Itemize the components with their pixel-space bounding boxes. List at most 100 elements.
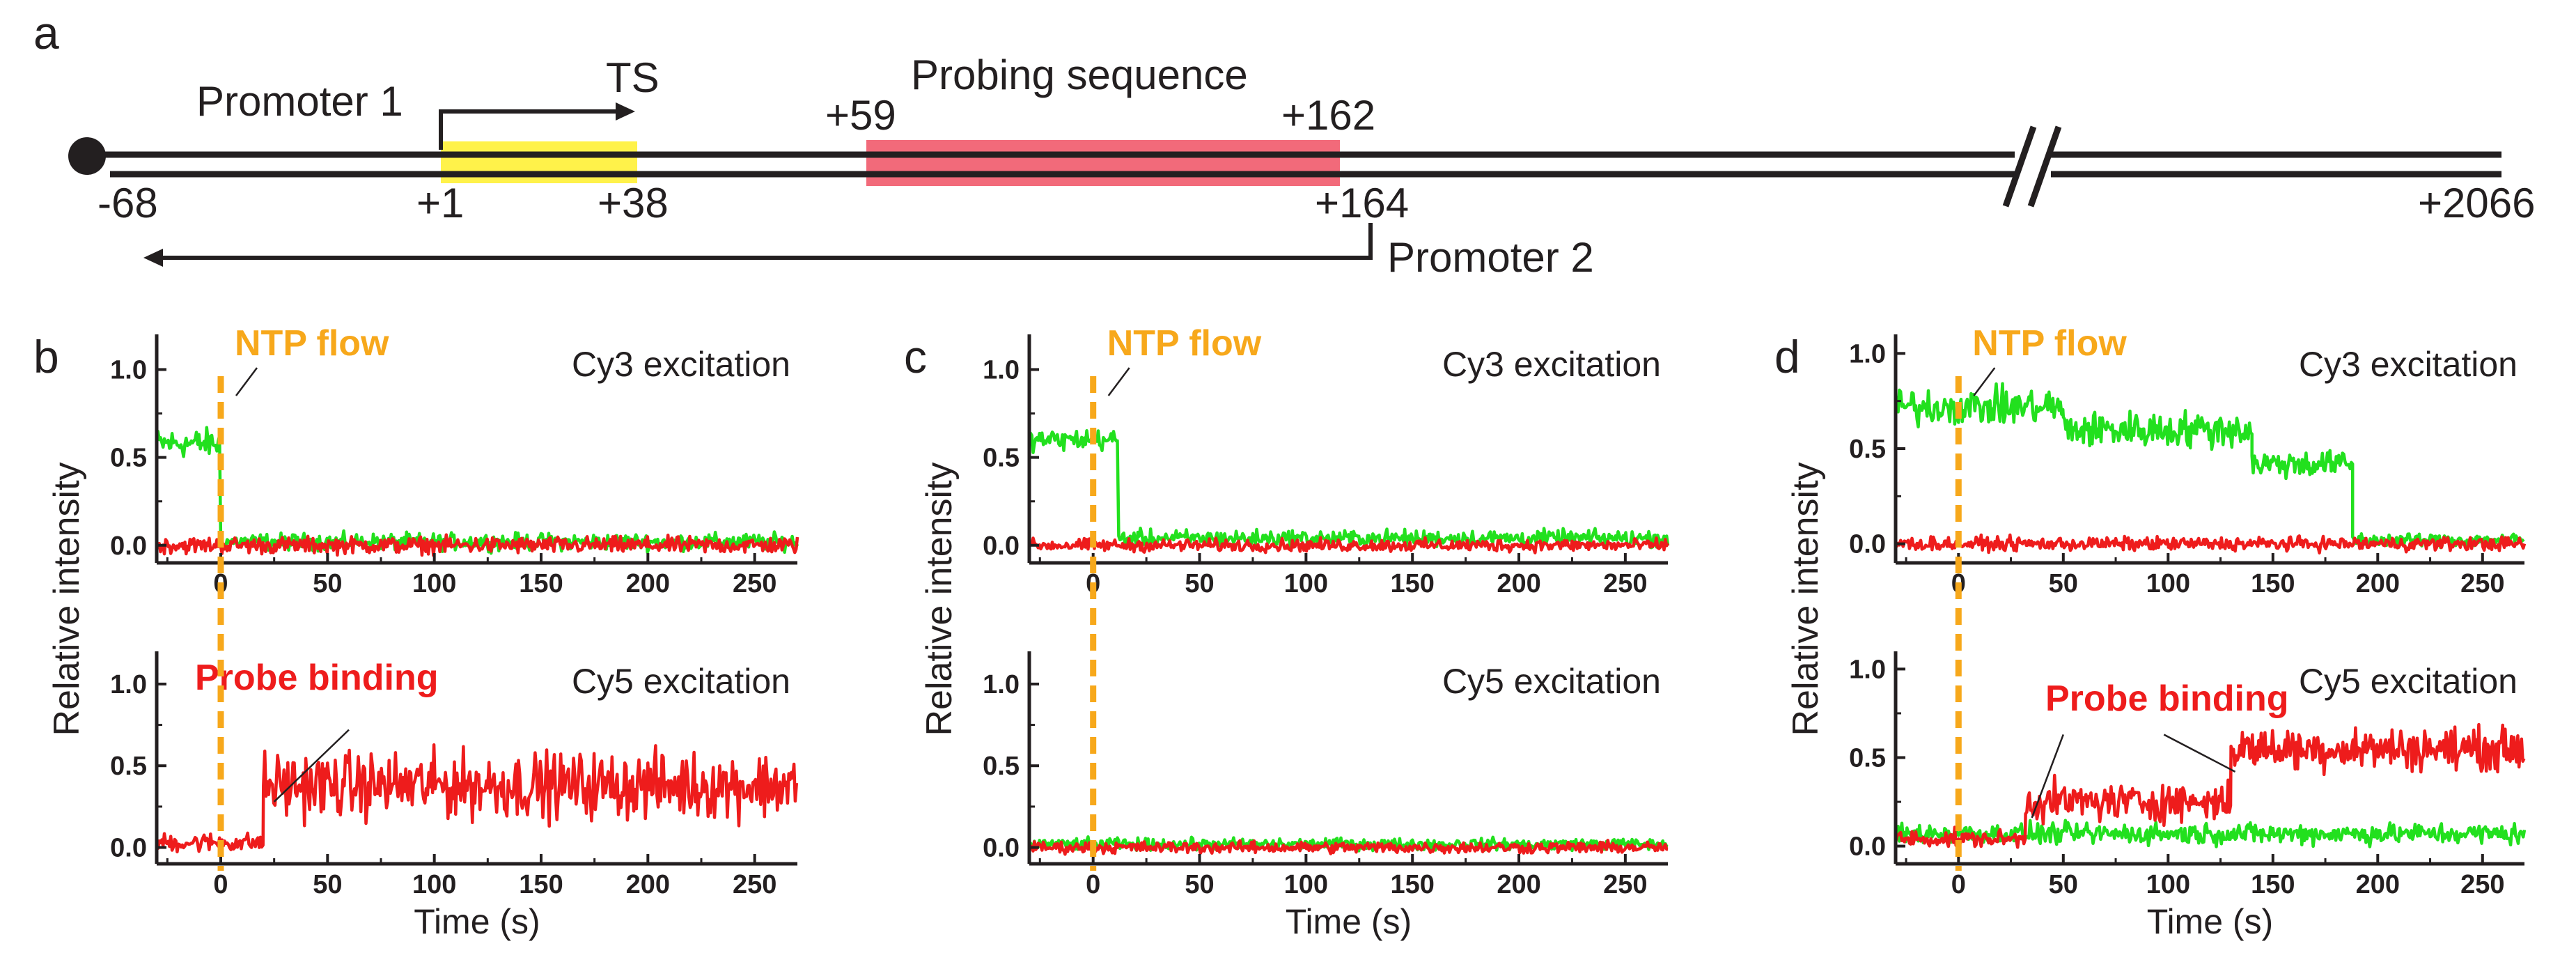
y-tick-label: 1.0 (1849, 339, 1886, 369)
x-tick-label: 200 (626, 569, 670, 598)
y-tick-label: 1.0 (110, 670, 147, 699)
subplot-title: Cy5 excitation (1442, 662, 1661, 701)
panel-a: a Promoter 1 TS Probing sequence +59 +16… (33, 7, 2536, 281)
y-tick-label: 1.0 (983, 670, 1020, 699)
break-mark-2 (2027, 125, 2062, 208)
ntp-flow-annotation: NTP flow (1972, 323, 2127, 364)
panel-d-label: d (1774, 331, 1800, 382)
y-tick-label: 0.5 (983, 444, 1020, 473)
y-tick-label: 0.5 (983, 752, 1020, 781)
subplot-title: Cy5 excitation (2299, 662, 2518, 701)
series-red-b-bottom (155, 743, 799, 854)
subplot-c-top: 0.00.51.0050100150200250Cy3 excitation (983, 334, 1670, 598)
probing-sequence-label: Probing sequence (911, 52, 1248, 98)
subplot-b-bottom: 0.0 0.5 1.0 0 50 100 150 200 250 Cy5 excitation Pr… (110, 651, 799, 899)
x-tick-label: 0 (213, 870, 228, 899)
y-tick-label: 1.0 (1849, 655, 1886, 684)
x-tick-label: 150 (1390, 569, 1434, 598)
y-tick-label: 0.0 (983, 532, 1020, 561)
promoter1-arrow (439, 109, 620, 150)
ts-label: TS (606, 54, 659, 101)
x-tick-label: 200 (1497, 870, 1540, 899)
y-axis-label: Relative intensity (1786, 462, 1826, 736)
biotin-bead-icon (68, 137, 106, 175)
x-tick-label: 200 (2356, 569, 2400, 598)
pos-plus1: +1 (416, 180, 464, 226)
y-tick-label: 1.0 (110, 355, 147, 385)
x-tick-label: 100 (1284, 870, 1328, 899)
y-tick-label: 1.0 (983, 355, 1020, 385)
x-tick-label: 50 (313, 870, 342, 899)
ntp-flow-annotation: NTP flow (235, 323, 389, 364)
probe-pointer (2031, 734, 2064, 819)
promoter2-arrow (160, 223, 1373, 260)
break-mark-1 (2002, 125, 2037, 208)
x-axis-label: Time (s) (414, 902, 540, 941)
x-tick-label: 100 (412, 569, 456, 598)
promoter1-label: Promoter 1 (196, 78, 403, 125)
pos-plus59: +59 (825, 92, 896, 139)
probe-binding-annotation: Probe binding (2045, 679, 2289, 719)
x-axis-label: Time (s) (2147, 902, 2273, 941)
x-tick-label: 50 (1185, 870, 1214, 899)
promoter1-arrowhead (616, 102, 635, 121)
series-red-c-bottom (1027, 839, 1669, 856)
ntp-pointer (1107, 367, 1130, 396)
series-red-d-bottom (1894, 722, 2526, 849)
promoter2-arrowhead (143, 249, 163, 267)
probe-pointer (273, 729, 350, 803)
x-tick-label: 250 (2460, 569, 2504, 598)
x-tick-label: 50 (313, 569, 342, 598)
x-tick-label: 250 (2460, 870, 2504, 899)
y-tick-label: 0.0 (110, 834, 147, 863)
chart-panel-c: 0.0 0.5 1.0 0 50 100 150 200 250 Cy3 excitation 0.… (919, 323, 1670, 941)
x-tick-label: 200 (1497, 569, 1540, 598)
probe-pointer (2163, 734, 2236, 773)
series-green-d-bottom (1894, 819, 2527, 848)
pos-minus68: -68 (97, 180, 158, 226)
y-tick-label: 0.5 (110, 752, 147, 781)
x-tick-label: 50 (1185, 569, 1214, 598)
x-axis-label: Time (s) (1286, 902, 1412, 941)
y-tick-label: 0.5 (1849, 435, 1886, 464)
ntp-pointer (235, 367, 258, 396)
x-tick-label: 0 (1086, 870, 1100, 899)
x-tick-label: 250 (1603, 569, 1647, 598)
panel-c-label: c (904, 331, 927, 382)
subplot-title: Cy3 excitation (2299, 345, 2518, 384)
subplot-d-bottom: 0.0 0.5 1.0 0 50 100 150 200 250 Cy5 excitation Pr… (1849, 651, 2527, 899)
x-tick-label: 150 (519, 870, 563, 899)
series-green-c-top (1029, 429, 1670, 550)
chart-panel-b: 0.0 0.5 1.0 0 50 100 150 200 250 Cy3 excitation 0.… (47, 323, 799, 941)
probing-sequence-box (866, 140, 1340, 186)
series-red-c-top (1027, 536, 1669, 555)
x-tick-label: 200 (626, 870, 670, 899)
x-tick-label: 100 (1284, 569, 1328, 598)
y-tick-label: 0.0 (983, 834, 1020, 863)
pos-plus164: +164 (1315, 180, 1409, 226)
x-tick-label: 250 (733, 569, 776, 598)
y-axis-label: Relative intensity (919, 462, 960, 736)
x-tick-label: 100 (2146, 870, 2190, 899)
y-axis-label: Relative intensity (47, 462, 87, 736)
ntp-flow-annotation: NTP flow (1107, 323, 1262, 364)
x-tick-label: 200 (2356, 870, 2400, 899)
x-tick-label: 50 (2049, 870, 2078, 899)
x-tick-label: 50 (2049, 569, 2078, 598)
panel-b-label: b (33, 331, 59, 382)
series-red-b-top (155, 533, 799, 557)
y-tick-label: 0.0 (110, 532, 147, 561)
y-tick-label: 0.5 (1849, 744, 1886, 773)
ntp-pointer (1973, 367, 1996, 396)
x-tick-label: 250 (733, 870, 776, 899)
subplot-c-bottom: 0.0 0.5 1.0 0 50 100 150 200 250 Cy5 excitation (983, 651, 1669, 899)
charts: 0.0 0.5 1.0 0 50 100 150 200 250 Cy3 excitation 0.… (47, 323, 2527, 941)
chart-panel-d: 0.0 0.5 1.0 0 50 100 150 200 250 Cy3 excitation 0.… (1786, 323, 2527, 941)
x-tick-label: 100 (2146, 569, 2190, 598)
promoter2-label: Promoter 2 (1387, 234, 1594, 281)
y-tick-label: 0.0 (1849, 530, 1886, 559)
y-tick-label: 0.0 (1849, 832, 1886, 862)
series-green-b-top (155, 426, 799, 555)
x-tick-label: 150 (2251, 569, 2295, 598)
